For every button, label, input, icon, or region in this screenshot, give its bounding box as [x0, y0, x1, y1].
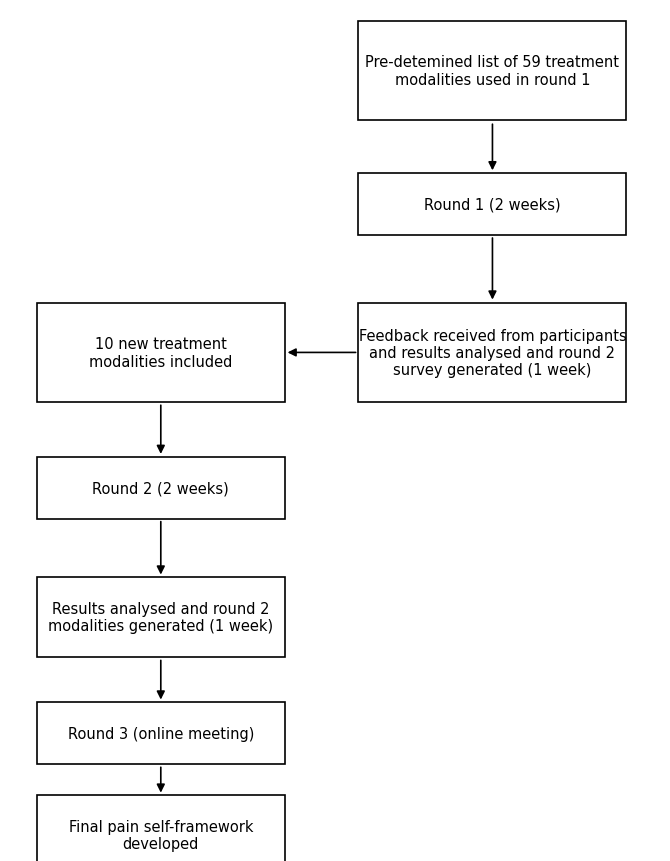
Bar: [358, 174, 626, 236]
Bar: [37, 457, 285, 519]
Text: Feedback received from participants
and results analysed and round 2
survey gene: Feedback received from participants and …: [358, 328, 626, 378]
Text: Final pain self-framework
developed: Final pain self-framework developed: [68, 819, 253, 852]
Bar: [358, 22, 626, 121]
Text: Round 1 (2 weeks): Round 1 (2 weeks): [424, 197, 561, 213]
Bar: [37, 577, 285, 658]
Text: Round 2 (2 weeks): Round 2 (2 weeks): [92, 480, 229, 496]
Bar: [358, 304, 626, 403]
Text: Results analysed and round 2
modalities generated (1 week): Results analysed and round 2 modalities …: [48, 601, 273, 634]
Text: 10 new treatment
modalities included: 10 new treatment modalities included: [89, 337, 232, 369]
Text: Round 3 (online meeting): Round 3 (online meeting): [68, 726, 254, 741]
Bar: [37, 796, 285, 861]
Text: Pre-detemined list of 59 treatment
modalities used in round 1: Pre-detemined list of 59 treatment modal…: [365, 55, 620, 88]
Bar: [37, 703, 285, 765]
Bar: [37, 304, 285, 403]
